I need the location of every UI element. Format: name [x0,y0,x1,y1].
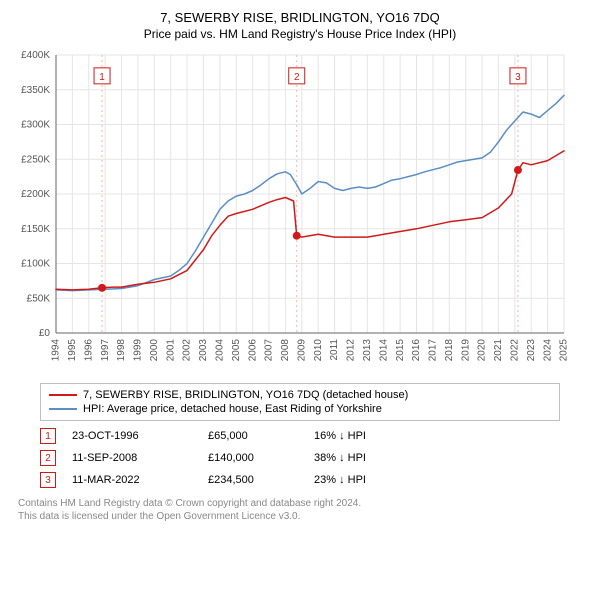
svg-text:2003: 2003 [198,339,209,362]
svg-text:£300K: £300K [21,120,50,131]
legend-item: HPI: Average price, detached house, East… [49,402,551,416]
svg-text:2020: 2020 [477,339,488,362]
svg-text:2001: 2001 [165,339,176,362]
legend-label: HPI: Average price, detached house, East… [83,403,382,415]
svg-text:2013: 2013 [362,339,373,362]
chart-title: 7, SEWERBY RISE, BRIDLINGTON, YO16 7DQ [8,10,592,25]
svg-text:£150K: £150K [21,224,50,235]
svg-text:2014: 2014 [378,339,389,362]
event-badge: 2 [40,450,56,466]
event-delta: 16% ↓ HPI [314,430,366,442]
footnote: Contains HM Land Registry data © Crown c… [14,497,586,523]
legend-label: 7, SEWERBY RISE, BRIDLINGTON, YO16 7DQ (… [83,389,408,401]
chart-area: £0 £50K £100K £150K £200K £250K £300K £350K £400… [8,47,592,377]
event-date: 11-SEP-2008 [72,452,192,464]
svg-text:2019: 2019 [460,339,471,362]
event-date: 23-OCT-1996 [72,430,192,442]
svg-text:3: 3 [515,72,521,83]
svg-text:£200K: £200K [21,189,50,200]
svg-text:2018: 2018 [444,339,455,362]
svg-text:2010: 2010 [313,339,324,362]
svg-text:£50K: £50K [27,293,51,304]
svg-text:£250K: £250K [21,154,50,165]
event-row: 2 11-SEP-2008 £140,000 38% ↓ HPI [40,447,560,469]
price-chart-svg: £0 £50K £100K £150K £200K £250K £300K £350K £400… [8,47,572,377]
svg-text:1995: 1995 [67,339,78,362]
chart-subtitle: Price paid vs. HM Land Registry's House … [8,27,592,41]
svg-text:£350K: £350K [21,85,50,96]
event-delta: 23% ↓ HPI [314,474,366,486]
svg-text:2025: 2025 [559,339,570,362]
event-date: 11-MAR-2022 [72,474,192,486]
events-list: 1 23-OCT-1996 £65,000 16% ↓ HPI 2 11-SEP-2008… [40,425,560,491]
event-price: £65,000 [208,430,298,442]
event-delta: 38% ↓ HPI [314,452,366,464]
svg-text:2: 2 [294,72,300,83]
legend-swatch [49,394,77,396]
svg-text:£400K: £400K [21,50,50,61]
svg-text:2005: 2005 [231,339,242,362]
svg-text:2021: 2021 [493,339,504,362]
svg-text:1997: 1997 [100,339,111,362]
svg-text:2008: 2008 [280,339,291,362]
svg-text:1998: 1998 [116,339,127,362]
svg-text:1999: 1999 [133,339,144,362]
legend-box: 7, SEWERBY RISE, BRIDLINGTON, YO16 7DQ (… [40,383,560,421]
legend-swatch [49,408,77,410]
svg-text:2007: 2007 [264,339,275,362]
legend-item: 7, SEWERBY RISE, BRIDLINGTON, YO16 7DQ (… [49,388,551,402]
svg-text:2017: 2017 [428,339,439,362]
svg-text:2015: 2015 [395,339,406,362]
footnote-line: This data is licensed under the Open Gov… [18,510,582,523]
footnote-line: Contains HM Land Registry data © Crown c… [18,497,582,510]
event-price: £234,500 [208,474,298,486]
svg-text:£0: £0 [39,328,51,339]
svg-text:2006: 2006 [247,339,258,362]
svg-text:2009: 2009 [296,339,307,362]
event-row: 3 11-MAR-2022 £234,500 23% ↓ HPI [40,469,560,491]
event-row: 1 23-OCT-1996 £65,000 16% ↓ HPI [40,425,560,447]
svg-text:2012: 2012 [346,339,357,362]
event-badge: 3 [40,472,56,488]
svg-text:2002: 2002 [182,339,193,362]
svg-text:1994: 1994 [51,339,62,362]
event-badge: 1 [40,428,56,444]
svg-text:2011: 2011 [329,339,340,361]
svg-text:1: 1 [99,72,105,83]
svg-text:£100K: £100K [21,259,50,270]
svg-text:1996: 1996 [83,339,94,362]
svg-text:2022: 2022 [509,339,520,362]
event-price: £140,000 [208,452,298,464]
svg-text:2016: 2016 [411,339,422,362]
svg-text:2024: 2024 [542,339,553,362]
svg-text:2004: 2004 [215,339,226,362]
svg-text:2000: 2000 [149,339,160,362]
svg-text:2023: 2023 [526,339,537,362]
